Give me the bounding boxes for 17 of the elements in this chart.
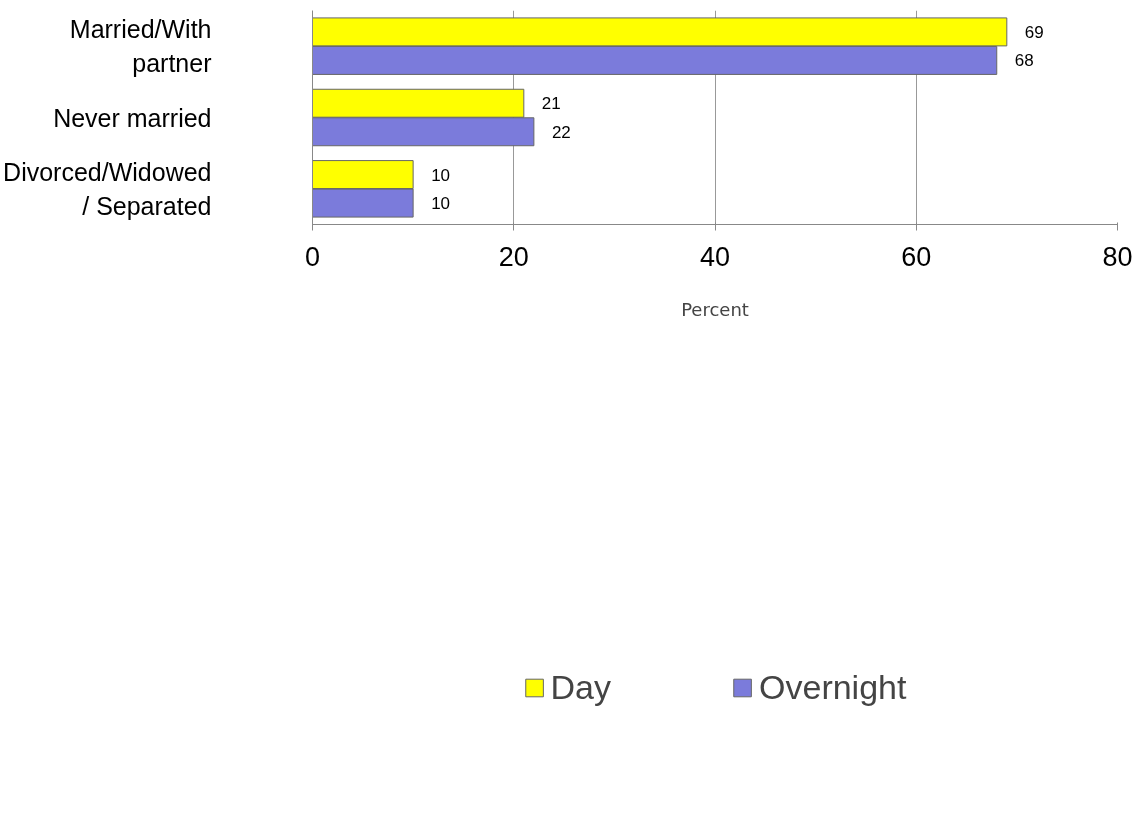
y-tick-label: Divorced/Widowed / Separated bbox=[3, 158, 212, 220]
x-axis-title: Percent bbox=[681, 298, 749, 320]
data-label: 21 bbox=[541, 94, 561, 114]
y-tick-label: Never married bbox=[53, 103, 212, 132]
data-label: 10 bbox=[431, 194, 451, 214]
x-tick-label: 60 bbox=[901, 241, 932, 272]
x-tick-label: 0 bbox=[304, 241, 321, 272]
legend-label: Overnight bbox=[759, 667, 907, 707]
x-tick-label: 40 bbox=[699, 241, 731, 272]
data-label: 22 bbox=[551, 122, 571, 142]
legend-label: Day bbox=[550, 667, 612, 707]
y-tick-label: Married/With partner bbox=[69, 15, 212, 77]
x-tick-label: 20 bbox=[498, 241, 529, 272]
x-tick-label: 80 bbox=[1102, 241, 1133, 272]
data-label: 69 bbox=[1024, 22, 1044, 42]
data-label: 68 bbox=[1014, 51, 1034, 71]
data-label: 10 bbox=[431, 165, 451, 185]
